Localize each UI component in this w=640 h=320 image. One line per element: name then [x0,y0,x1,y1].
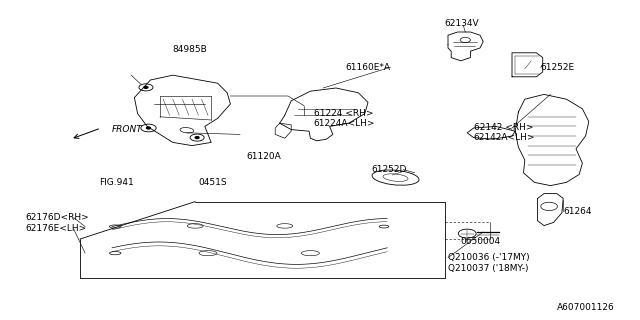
Text: 61264: 61264 [563,207,592,216]
Circle shape [147,127,150,129]
Text: Q210036 (-'17MY): Q210036 (-'17MY) [448,253,530,262]
Text: 61252D: 61252D [371,165,406,174]
Text: 62142A<LH>: 62142A<LH> [474,133,535,142]
Text: 61160E*A: 61160E*A [346,63,390,72]
Text: 61252E: 61252E [541,63,575,72]
Text: FIG.941: FIG.941 [99,178,134,187]
Text: FRONT: FRONT [112,125,143,134]
Text: 62176E<LH>: 62176E<LH> [26,224,87,233]
Text: 61120A: 61120A [246,152,281,161]
Text: 61224A<LH>: 61224A<LH> [314,119,375,128]
Text: 0451S: 0451S [198,178,227,187]
Text: 62142 <RH>: 62142 <RH> [474,124,533,132]
Text: 0650004: 0650004 [461,237,501,246]
Text: A607001126: A607001126 [557,303,614,312]
Text: 62176D<RH>: 62176D<RH> [26,213,90,222]
Text: 84985B: 84985B [173,45,207,54]
Circle shape [195,137,199,139]
Text: 61224 <RH>: 61224 <RH> [314,109,373,118]
Text: 62134V: 62134V [445,20,479,28]
Circle shape [144,86,148,88]
Text: Q210037 ('18MY-): Q210037 ('18MY-) [448,264,529,273]
